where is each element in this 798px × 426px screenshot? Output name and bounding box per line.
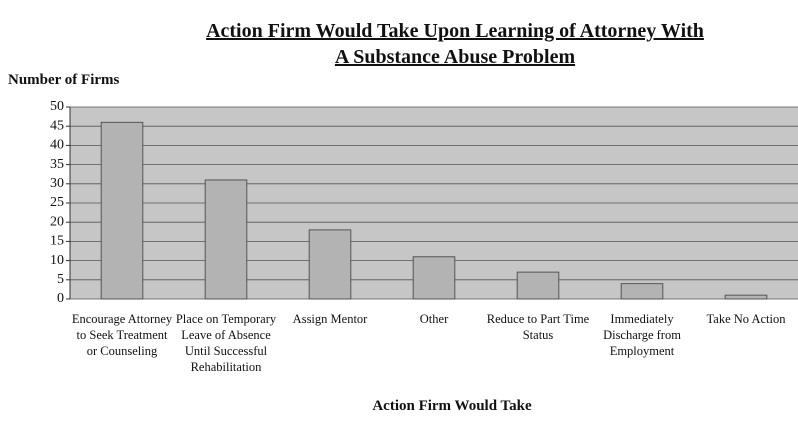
x-axis-label: Action Firm Would Take — [372, 398, 532, 414]
y-tick-label: 5 — [57, 272, 64, 287]
x-tick-label: Immediately Discharge from Employment — [603, 312, 681, 358]
chart-title: A Substance Abuse Problem — [334, 46, 576, 68]
bar — [100, 121, 144, 300]
y-tick-label: 50 — [50, 99, 64, 114]
y-tick-label: 30 — [50, 176, 64, 191]
y-tick-label: 25 — [50, 195, 64, 210]
bar — [308, 229, 352, 300]
bar — [516, 271, 560, 300]
chart-title: Action Firm Would Take Upon Learning of … — [206, 20, 704, 42]
x-tick-label: Encourage Attorney to Seek Treatment or … — [71, 312, 173, 358]
x-tick-label: Assign Mentor — [292, 312, 368, 326]
y-tick-label: 10 — [50, 253, 64, 268]
bar — [412, 256, 456, 300]
x-tick-label: Other — [419, 312, 449, 326]
y-tick-label: 40 — [50, 138, 64, 153]
y-tick-label: 15 — [50, 234, 64, 249]
y-tick-label: 0 — [57, 291, 64, 306]
bar — [724, 294, 768, 300]
bar — [620, 283, 664, 300]
y-tick-label: 45 — [50, 118, 64, 133]
x-tick-label: Place on Temporary Leave of Absence Unti… — [175, 312, 277, 374]
bar — [204, 179, 248, 300]
x-tick-label: Reduce to Part Time Status — [486, 312, 590, 342]
y-tick-label: 20 — [50, 214, 64, 229]
y-axis-label: Number of Firms — [8, 72, 120, 88]
x-tick-label: Take No Action — [706, 312, 786, 326]
y-tick-label: 35 — [50, 157, 64, 172]
